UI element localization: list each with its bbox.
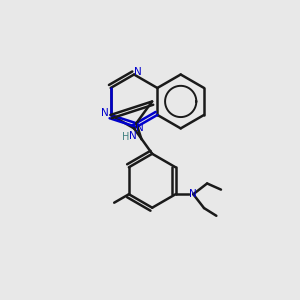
Text: H: H <box>122 132 129 142</box>
Text: N: N <box>189 189 197 199</box>
Text: N: N <box>129 131 137 141</box>
Text: N: N <box>100 108 108 118</box>
Text: N: N <box>136 123 143 134</box>
Text: N: N <box>134 67 142 77</box>
